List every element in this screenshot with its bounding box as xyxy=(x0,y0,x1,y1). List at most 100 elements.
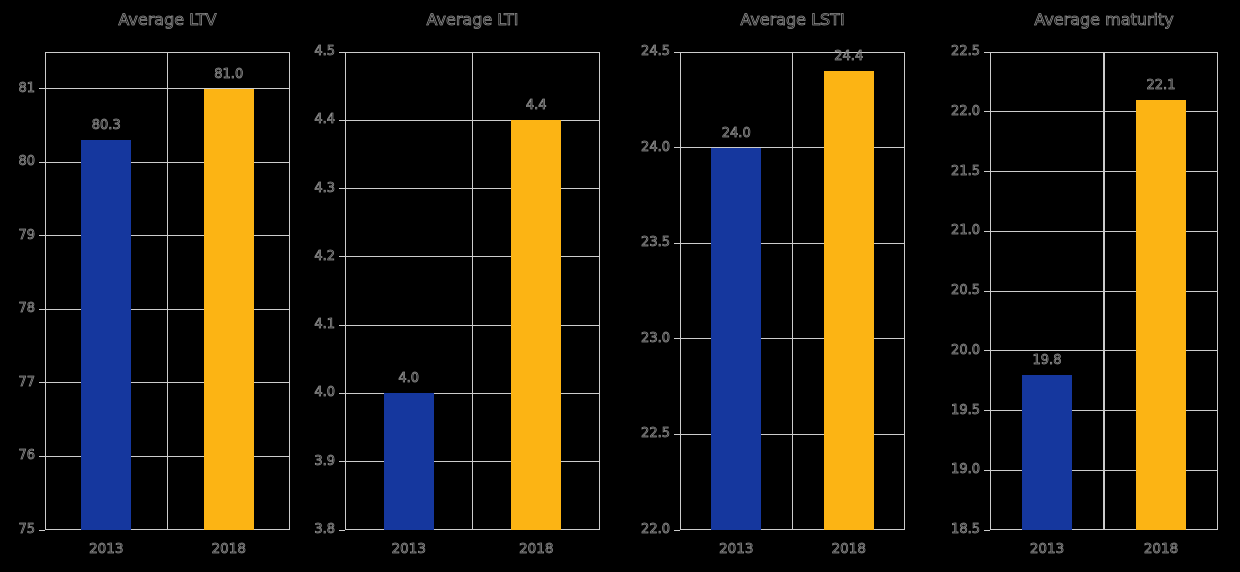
plot-area-border xyxy=(990,52,1218,530)
y-tick-label: 20.0 xyxy=(951,342,981,358)
y-tick-label: 19.5 xyxy=(951,402,981,418)
y-axis-tick xyxy=(674,242,680,244)
x-tick-label: 2013 xyxy=(391,541,426,558)
y-gridline xyxy=(990,290,1218,292)
y-tick-label: 3.9 xyxy=(314,453,335,469)
y-axis-tick xyxy=(39,529,45,531)
bar-value-label: 24.4 xyxy=(834,49,864,65)
y-tick-label: 22.5 xyxy=(641,426,671,442)
bar-2013 xyxy=(711,147,762,530)
y-axis-tick xyxy=(984,230,990,232)
category-divider-gridline xyxy=(166,52,169,530)
y-tick-label: 75 xyxy=(18,522,35,538)
y-gridline xyxy=(990,111,1218,113)
bar-value-label: 81.0 xyxy=(214,66,244,82)
y-gridline xyxy=(680,242,905,244)
y-gridline xyxy=(345,256,600,258)
y-tick-label: 4.1 xyxy=(314,317,335,333)
y-tick-label: 78 xyxy=(18,301,35,317)
bar-2013 xyxy=(81,140,132,530)
y-tick-label: 18.5 xyxy=(951,522,981,538)
y-tick-label: 79 xyxy=(18,227,35,243)
y-tick-label: 19.0 xyxy=(951,462,981,478)
y-gridline xyxy=(990,171,1218,172)
bar-value-label: 4.4 xyxy=(525,98,547,114)
y-gridline xyxy=(345,324,600,326)
y-axis-tick xyxy=(39,308,45,310)
y-gridline xyxy=(990,469,1218,471)
y-axis-tick xyxy=(674,433,680,435)
y-gridline xyxy=(680,338,905,340)
y-gridline xyxy=(990,350,1218,352)
x-tick-label: 2013 xyxy=(1029,541,1065,558)
y-gridline xyxy=(345,119,600,121)
y-tick-label: 80 xyxy=(18,154,35,170)
y-gridline xyxy=(680,147,905,149)
bar-2013 xyxy=(383,393,434,530)
bar-2018 xyxy=(823,71,874,530)
bar-value-label: 24.0 xyxy=(721,125,751,141)
y-gridline xyxy=(345,188,600,190)
y-axis-tick xyxy=(339,529,345,531)
plot-area-border xyxy=(45,52,290,530)
y-tick-label: 22.0 xyxy=(951,103,981,119)
y-axis-tick xyxy=(674,147,680,149)
y-gridline xyxy=(345,392,600,394)
y-axis-tick xyxy=(339,256,345,258)
y-tick-label: 4.5 xyxy=(314,44,335,60)
y-axis-tick xyxy=(674,529,680,531)
y-tick-label: 24.5 xyxy=(641,44,671,60)
y-axis-tick xyxy=(39,382,45,384)
y-axis-tick xyxy=(39,455,45,457)
y-axis-tick xyxy=(339,119,345,121)
y-axis-tick xyxy=(984,529,990,531)
y-tick-label: 4.3 xyxy=(314,180,335,196)
y-axis-tick xyxy=(339,188,345,190)
y-axis-tick xyxy=(39,235,45,237)
x-tick-label: 2013 xyxy=(89,541,124,558)
y-gridline xyxy=(45,455,290,457)
y-axis-tick xyxy=(984,410,990,411)
y-gridline xyxy=(680,433,905,435)
y-tick-label: 3.8 xyxy=(314,522,335,538)
x-tick-label: 2018 xyxy=(831,541,866,558)
y-axis-tick xyxy=(674,338,680,340)
category-divider-gridline xyxy=(471,52,474,530)
y-tick-label: 22.5 xyxy=(951,44,981,60)
y-axis-tick xyxy=(39,88,45,90)
y-axis-tick xyxy=(339,461,345,463)
y-tick-label: 81 xyxy=(18,80,35,96)
plot-area-border xyxy=(345,52,600,530)
x-tick-label: 2018 xyxy=(1143,541,1179,558)
bar-2018 xyxy=(511,120,562,530)
y-axis-tick xyxy=(339,392,345,394)
y-tick-label: 21.5 xyxy=(951,163,981,179)
y-axis-tick xyxy=(984,290,990,292)
y-tick-label: 77 xyxy=(18,374,35,391)
y-gridline xyxy=(45,235,290,237)
plot-area-border xyxy=(680,52,905,530)
y-gridline xyxy=(45,382,290,384)
y-tick-label: 24.0 xyxy=(641,139,671,155)
chart-title: Average maturity xyxy=(1034,10,1174,30)
y-tick-label: 23.5 xyxy=(641,235,671,251)
y-tick-label: 21.0 xyxy=(951,223,981,239)
x-tick-label: 2018 xyxy=(211,541,246,558)
y-tick-label: 4.4 xyxy=(314,112,335,128)
y-tick-label: 4.2 xyxy=(314,248,335,264)
y-gridline xyxy=(45,161,290,163)
x-tick-label: 2018 xyxy=(519,541,554,558)
y-tick-label: 22.0 xyxy=(641,522,671,538)
y-axis-tick xyxy=(984,469,990,471)
y-gridline xyxy=(345,461,600,463)
y-tick-label: 20.5 xyxy=(951,283,981,299)
chart-title: Average LTI xyxy=(426,10,519,30)
y-axis-tick xyxy=(339,51,345,53)
y-axis-tick xyxy=(984,111,990,113)
y-axis-tick xyxy=(984,51,990,53)
